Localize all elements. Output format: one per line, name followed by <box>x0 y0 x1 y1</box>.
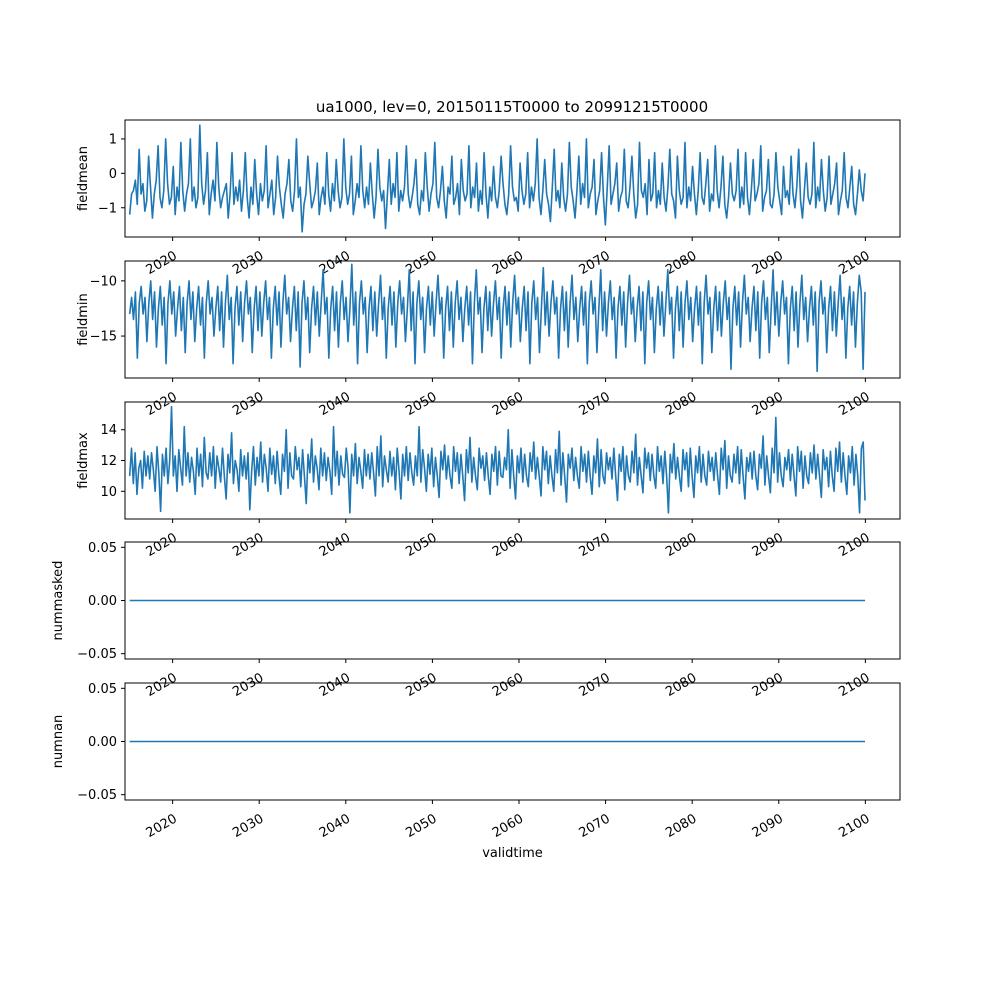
panel-1-x-tick-label-6: 2070 <box>577 248 613 278</box>
panel-5-x-tick-label-5: 2060 <box>490 811 526 841</box>
panel-3-x-tick-label-8: 2090 <box>750 530 786 560</box>
panel-1-y-tick-label-3: −1 <box>98 201 117 216</box>
panel-2-series-line-1 <box>128 263 866 373</box>
panel-2-y-axis-label: fieldmin <box>76 293 91 346</box>
panel-4-x-tick-label-7: 2080 <box>663 670 699 700</box>
panel-1-x-tick-label-5: 2060 <box>490 248 526 278</box>
panel-2-x-tick-label-3: 2040 <box>317 389 353 419</box>
panel-4-x-tick-label-3: 2040 <box>317 670 353 700</box>
panel-4-x-tick-label-8: 2090 <box>750 670 786 700</box>
panel-4-y-tick-label-1: 0.05 <box>88 541 117 556</box>
panel-3-y-tick-label-1: 14 <box>100 423 117 438</box>
panel-4-x-tick-label-6: 2070 <box>577 670 613 700</box>
panel-5-y-tick-label-1: 0.05 <box>88 682 117 697</box>
panel-5-x-tick-label-6: 2070 <box>577 811 613 841</box>
panel-3-series-line-1 <box>128 405 866 514</box>
panel-3-x-tick-label-6: 2070 <box>577 530 613 560</box>
panel-1-axes-frame <box>124 119 901 238</box>
panel-5-x-tick-label-3: 2040 <box>317 811 353 841</box>
panel-1-y-tick-label-2: 0 <box>109 167 117 182</box>
panel-2-x-tick-label-8: 2090 <box>750 389 786 419</box>
panel-1-series-line-1 <box>128 124 866 233</box>
panel-2-y-tick-label-1: −10 <box>90 274 117 289</box>
panel-2-x-tick-label-4: 2050 <box>403 389 439 419</box>
panel-1-x-tick-label-2: 2030 <box>230 248 266 278</box>
panel-4-x-tick-label-4: 2050 <box>403 670 439 700</box>
panel-5-x-tick-label-1: 2020 <box>144 811 180 841</box>
panel-2-y-tick-label-2: −15 <box>90 330 117 345</box>
panel-3-x-tick-label-4: 2050 <box>403 530 439 560</box>
chart-title: ua1000, lev=0, 20150115T0000 to 20991215… <box>316 98 708 116</box>
panel-3-x-tick-label-9: 2100 <box>836 530 872 560</box>
panel-4-y-tick-label-3: −0.05 <box>77 647 117 662</box>
panel-2-x-tick-label-2: 2030 <box>230 389 266 419</box>
panel-4-y-tick-label-2: 0.00 <box>88 594 117 609</box>
panel-1-y-tick-label-1: 1 <box>109 132 117 147</box>
panel-4-x-tick-label-2: 2030 <box>230 670 266 700</box>
panel-5-x-tick-label-4: 2050 <box>403 811 439 841</box>
panel-3-x-tick-label-3: 2040 <box>317 530 353 560</box>
panel-5-y-tick-label-2: 0.00 <box>88 735 117 750</box>
panel-2-x-tick-label-1: 2020 <box>144 389 180 419</box>
panel-4-x-tick-label-5: 2060 <box>490 670 526 700</box>
panel-2-axes-frame <box>124 260 901 379</box>
panel-5-x-tick-label-9: 2100 <box>836 811 872 841</box>
panel-5-x-tick-label-7: 2080 <box>663 811 699 841</box>
panel-5-x-tick-label-8: 2090 <box>750 811 786 841</box>
panel-3-y-tick-label-2: 12 <box>100 454 117 469</box>
panel-4-x-tick-label-9: 2100 <box>836 670 872 700</box>
panel-5-x-axis-label: validtime <box>482 846 543 861</box>
panel-3-x-tick-label-1: 2020 <box>144 530 180 560</box>
panel-3-x-tick-label-7: 2080 <box>663 530 699 560</box>
panel-5-y-tick-label-3: −0.05 <box>77 788 117 803</box>
panel-5-y-axis-label: numnan <box>51 715 66 769</box>
panel-2-x-tick-label-6: 2070 <box>577 389 613 419</box>
panel-1-x-tick-label-9: 2100 <box>836 248 872 278</box>
panel-3-x-tick-label-5: 2060 <box>490 530 526 560</box>
panel-5-x-tick-label-2: 2030 <box>230 811 266 841</box>
panel-1-y-axis-label: fieldmean <box>76 146 91 211</box>
panel-1-x-tick-label-8: 2090 <box>750 248 786 278</box>
panel-2-x-tick-label-5: 2060 <box>490 389 526 419</box>
panel-4-y-axis-label: nummasked <box>51 561 66 641</box>
panel-2-x-tick-label-9: 2100 <box>836 389 872 419</box>
panel-2-x-tick-label-7: 2080 <box>663 389 699 419</box>
panel-1-x-tick-label-1: 2020 <box>144 248 180 278</box>
panel-3-x-tick-label-2: 2030 <box>230 530 266 560</box>
panel-3-y-tick-label-3: 10 <box>100 485 117 500</box>
panel-4-x-tick-label-1: 2020 <box>144 670 180 700</box>
panel-3-y-axis-label: fieldmax <box>76 432 91 489</box>
